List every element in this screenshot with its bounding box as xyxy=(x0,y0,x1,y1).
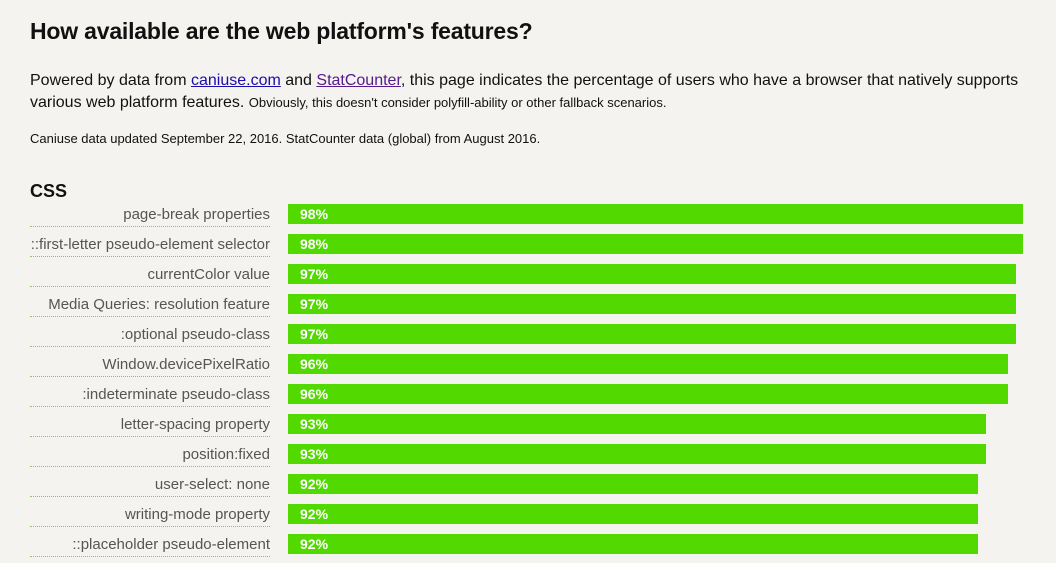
feature-percentage: 92% xyxy=(300,506,329,522)
feature-bar: 93% xyxy=(288,444,986,464)
feature-bar: 98% xyxy=(288,204,1023,224)
feature-bar: 92% xyxy=(288,504,978,524)
intro-middle: and xyxy=(280,72,317,89)
feature-row: currentColor value 97% xyxy=(30,261,1040,291)
feature-bar: 96% xyxy=(288,354,1008,374)
caniuse-link[interactable]: caniuse.com xyxy=(190,72,281,89)
feature-label[interactable]: :optional pseudo-class xyxy=(30,323,270,347)
intro-note: Obviously, this doesn't consider polyfil… xyxy=(248,95,667,110)
feature-bar: 92% xyxy=(288,534,978,554)
feature-bar: 96% xyxy=(288,384,1008,404)
data-updated-note: Caniuse data updated September 22, 2016.… xyxy=(30,131,541,146)
feature-row: :optional pseudo-class 97% xyxy=(30,321,1040,351)
intro-prefix: Powered by data from xyxy=(30,72,191,89)
feature-percentage: 92% xyxy=(300,536,329,552)
feature-row: page-break properties 98% xyxy=(30,201,1040,231)
feature-label[interactable]: Media Queries: resolution feature xyxy=(30,293,270,317)
feature-bar: 97% xyxy=(288,294,1016,314)
feature-row: user-select: none 92% xyxy=(30,471,1040,501)
section-title-css: CSS xyxy=(30,181,68,201)
feature-row: position:fixed 93% xyxy=(30,441,1040,471)
page-title: How available are the web platform's fea… xyxy=(30,18,533,44)
feature-bar: 98% xyxy=(288,234,1023,254)
feature-row: letter-spacing property 93% xyxy=(30,411,1040,441)
feature-percentage: 92% xyxy=(300,476,329,492)
feature-percentage: 93% xyxy=(300,416,329,432)
feature-bar: 93% xyxy=(288,414,986,434)
feature-label[interactable]: position:fixed xyxy=(30,443,270,467)
feature-row: Media Queries: resolution feature 97% xyxy=(30,291,1040,321)
feature-label[interactable]: writing-mode property xyxy=(30,503,270,527)
feature-percentage: 97% xyxy=(300,326,329,342)
feature-percentage: 96% xyxy=(300,356,329,372)
feature-row: Window.devicePixelRatio 96% xyxy=(30,351,1040,381)
feature-row: ::placeholder pseudo-element 92% xyxy=(30,531,1040,561)
feature-percentage: 98% xyxy=(300,236,329,252)
feature-percentage: 98% xyxy=(300,206,329,222)
feature-label[interactable]: currentColor value xyxy=(30,263,270,287)
statcounter-link[interactable]: StatCounter xyxy=(316,72,401,89)
feature-bar: 92% xyxy=(288,474,978,494)
feature-label[interactable]: :indeterminate pseudo-class xyxy=(30,383,270,407)
feature-row: ::first-letter pseudo-element selector 98… xyxy=(30,231,1040,261)
feature-bar: 97% xyxy=(288,324,1016,344)
feature-label[interactable]: ::placeholder pseudo-element xyxy=(30,533,270,557)
feature-bar: 97% xyxy=(288,264,1016,284)
feature-percentage: 97% xyxy=(300,296,329,312)
feature-label[interactable]: letter-spacing property xyxy=(30,413,270,437)
feature-percentage: 96% xyxy=(300,386,329,402)
feature-percentage: 97% xyxy=(300,266,329,282)
feature-row: writing-mode property 92% xyxy=(30,501,1040,531)
feature-percentage: 93% xyxy=(300,446,329,462)
feature-label[interactable]: Window.devicePixelRatio xyxy=(30,353,270,377)
feature-label[interactable]: page-break properties xyxy=(30,203,270,227)
intro-suffix: , this page indicates the percentage of … xyxy=(30,72,1019,111)
feature-label[interactable]: ::first-letter pseudo-element selector xyxy=(30,233,270,257)
feature-label[interactable]: user-select: none xyxy=(30,473,270,497)
feature-row: :indeterminate pseudo-class 96% xyxy=(30,381,1040,411)
feature-bar-chart: page-break properties 98%::first-letter p… xyxy=(30,201,1040,561)
intro-paragraph: Powered by data from caniuse.com and Sta… xyxy=(30,70,1045,114)
